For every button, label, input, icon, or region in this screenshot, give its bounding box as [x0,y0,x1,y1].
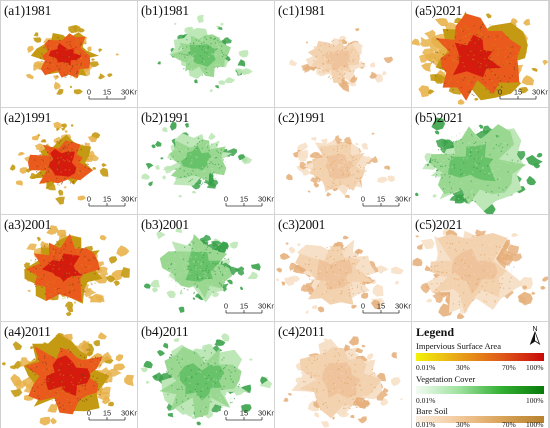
legend-impervious-tick: 30% [456,363,470,372]
map-panel-c3: (c3)2001 01530Km [275,215,411,321]
urban-map-c5 [412,228,548,320]
panel-label-a1: (a1)1981 [4,3,52,18]
urban-map-c1 [289,27,394,92]
map-panel-c4: (c4)2011 [275,322,411,428]
panel-label-c2: (c2)1991 [278,110,326,125]
legend-impervious-ticks: 0.01% 30% 70% 100% [416,363,546,373]
map-panel-a3: (a3)2001 [1,215,137,321]
panel-label-c4: (c4)2011 [278,324,325,339]
panel-label-b2: (b2)1991 [141,110,189,125]
legend-baresoil-tick: 30% [456,420,470,428]
legend-baresoil-ticks: 0.01% 30% 70% 100% [416,420,546,428]
panel-label-a2: (a2)1991 [4,110,52,125]
urban-map-b3 [143,227,261,313]
map-panel-a4: (a4)2011 01530Km [1,322,137,428]
north-arrow-icon: N [529,326,541,345]
legend-baresoil-tick: 70% [502,420,516,428]
panel-label-a5: (a5)2021 [415,3,463,18]
panel-label-a3: (a3)2001 [4,217,52,232]
map-panel-c1: (c1)1981 [275,1,411,107]
panel-label-b5: (b5)2021 [415,110,463,125]
legend-vegetation-label: Vegetation Cover [416,374,476,384]
map-panel-b4: (b4)2011 01530Km [138,322,274,428]
urban-map-b2 [141,121,253,198]
legend-vegetation-ticks: 0.01% 100% [416,396,546,406]
map-panel-a1: (a1)1981 01530Km [1,1,137,107]
panel-label-b1: (b1)1981 [141,3,189,18]
legend-vegetation-ramp [416,386,544,394]
map-panel-b5: (b5)2021 [412,108,548,214]
legend-impervious-tick: 70% [502,363,516,372]
legend-title: Legend [416,325,455,339]
urban-map-a4 [1,332,134,426]
legend-baresoil-ramp [416,416,544,423]
urban-map-a3 [24,225,130,317]
map-panel-b3: (b3)2001 01530Km [138,215,274,321]
urban-map-a5 [412,11,548,105]
legend-impervious-label: Impervious Surface Area [416,341,501,351]
panel-label-b3: (b3)2001 [141,217,189,232]
urban-map-a1 [25,24,120,95]
urban-map-c2 [286,132,395,199]
panel-label-c5: (c5)2021 [415,217,463,232]
map-panel-b2: (b2)1991 01530Km [138,108,274,214]
map-panel-b1: (b1)1981 [138,1,274,107]
legend-impervious-tick: 100% [526,363,544,372]
map-panel-c5: (c5)2021 [412,215,548,321]
legend-vegetation-tick: 100% [526,396,544,405]
north-arrow-label: N [532,326,537,333]
map-panel-a5: (a5)2021 01530Km [412,1,548,107]
legend-impervious-ramp [416,353,544,361]
legend-vegetation-tick: 0.01% [416,396,436,405]
map-legend: Legend N Impervious Surface Area 0.01% 3… [412,322,548,428]
urban-map-b4 [140,333,273,426]
panel-label-c1: (c1)1981 [278,3,326,18]
urban-map-b1 [157,14,253,93]
panel-label-c3: (c3)2001 [278,217,326,232]
urban-map-b5 [415,117,543,214]
legend-baresoil-tick: 0.01% [416,420,436,428]
panel-label-b4: (b4)2011 [141,324,189,339]
legend-impervious-tick: 0.01% [416,363,436,372]
urban-map-c4 [283,336,403,428]
legend-baresoil-tick: 100% [526,420,544,428]
map-panel-a2: (a2)1991 01530Km [1,108,137,214]
legend-baresoil-label: Bare Soil [416,406,448,416]
map-panel-c2: (c2)1991 01530Km [275,108,411,214]
urban-map-a2 [9,121,109,205]
panel-label-a4: (a4)2011 [4,324,51,339]
urban-map-c3 [276,235,404,314]
